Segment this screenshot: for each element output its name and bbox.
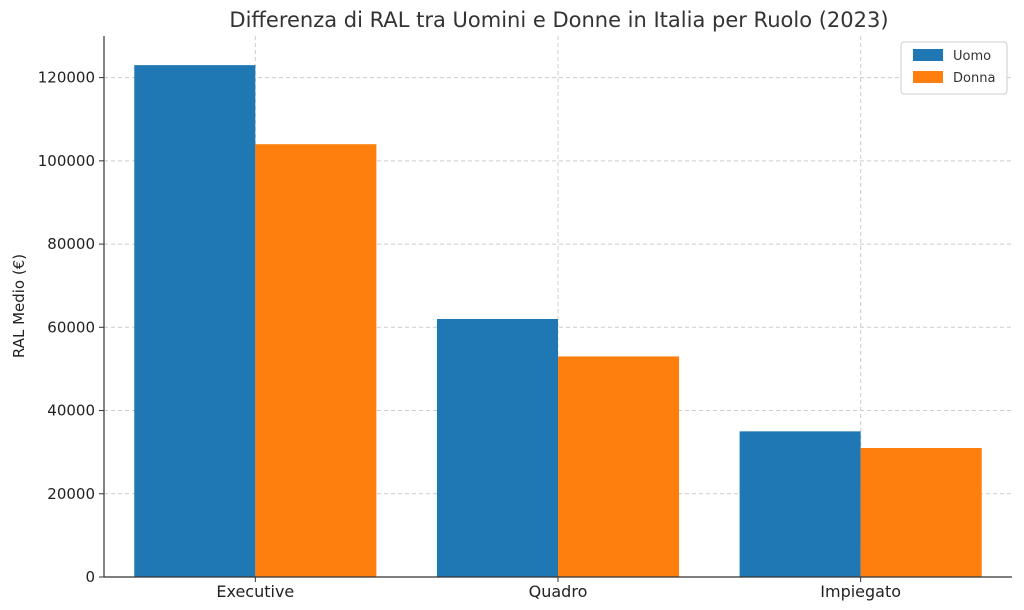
y-tick-label: 100000 [38,152,95,170]
legend-swatch-donna [913,71,943,83]
y-tick-label: 120000 [38,69,95,87]
chart-title: Differenza di RAL tra Uomini e Donne in … [229,8,888,32]
y-tick-label: 20000 [47,485,95,503]
y-axis-label: RAL Medio (€) [10,254,28,358]
bar-uomo-impiegato [739,431,861,577]
bar-donna-quadro [558,356,680,577]
y-tick-label: 80000 [47,235,95,253]
legend-swatch-uomo [913,49,943,61]
legend-label-donna: Donna [953,71,995,86]
bar-uomo-quadro [436,318,558,577]
bar-uomo-executive [134,65,256,577]
legend: Uomo Donna [900,41,1008,95]
bars [134,65,982,577]
bar-donna-executive [255,144,377,577]
legend-label-uomo: Uomo [953,49,991,64]
x-tick-label: Quadro [529,582,588,601]
y-tick-label: 40000 [47,402,95,420]
x-tick-label: Impiegato [820,582,901,601]
y-ticks: 0 20000 40000 60000 80000 100000 120000 [38,69,104,586]
y-tick-label: 0 [85,568,95,586]
x-tick-label: Executive [216,582,294,601]
bar-donna-impiegato [860,447,982,577]
y-tick-label: 60000 [47,318,95,336]
x-ticks: Executive Quadro Impiegato [216,577,901,601]
